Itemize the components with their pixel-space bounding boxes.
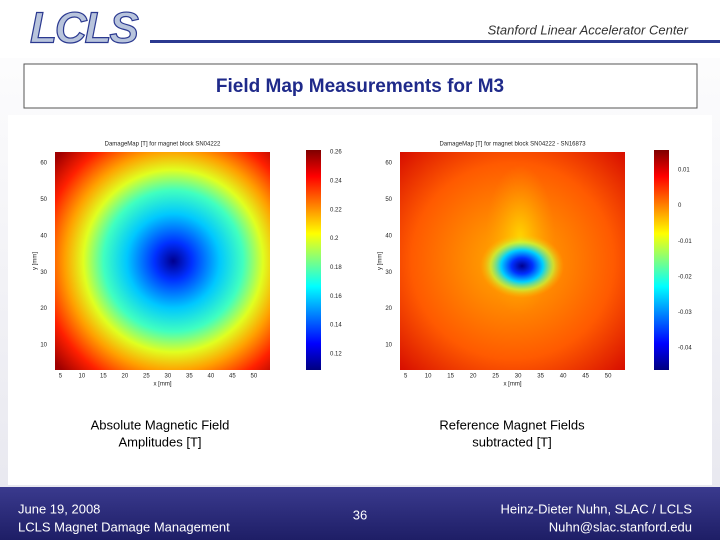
heatmap <box>55 152 270 370</box>
header-band <box>0 0 720 58</box>
x-tick-label: 35 <box>186 374 193 380</box>
x-tick-label: 30 <box>165 374 172 380</box>
footer-event: LCLS Magnet Damage Management <box>18 519 230 534</box>
title-box <box>23 63 698 109</box>
y-tick-label: 60 <box>40 161 47 167</box>
y-tick-label: 40 <box>385 233 392 239</box>
x-tick-label: 20 <box>122 374 129 380</box>
x-tick-label: 45 <box>582 374 589 380</box>
x-tick-label: 40 <box>560 374 567 380</box>
footer-author: Heinz-Dieter Nuhn, SLAC / LCLS <box>501 501 693 516</box>
footer-email: Nuhn@slac.stanford.edu <box>549 519 692 534</box>
y-tick-label: 50 <box>385 197 392 203</box>
y-tick-label: 20 <box>40 306 47 312</box>
colorbar-tick-label: 0.26 <box>330 150 342 156</box>
x-tick-label: 40 <box>208 374 215 380</box>
plot-title: DamageMap [T] for magnet block SN04222 -… <box>439 142 586 148</box>
x-tick-label: 20 <box>470 374 477 380</box>
x-tick-label: 5 <box>59 374 63 380</box>
y-tick-label: 20 <box>385 306 392 312</box>
y-axis-label: y [mm] <box>33 252 39 270</box>
colorbar-tick-label: 0 <box>678 203 682 209</box>
x-tick-label: 25 <box>143 374 150 380</box>
y-tick-label: 40 <box>40 233 47 239</box>
logo: LCLS <box>30 4 139 53</box>
y-tick-label: 30 <box>385 270 392 276</box>
footer-band <box>0 487 720 540</box>
x-tick-label: 50 <box>605 374 612 380</box>
page-number: 36 <box>353 507 367 522</box>
x-tick-label: 50 <box>251 374 258 380</box>
x-tick-label: 10 <box>79 374 86 380</box>
colorbar-tick-label: 0.22 <box>330 207 342 213</box>
y-tick-label: 10 <box>385 343 392 349</box>
colorbar-tick-label: 0.24 <box>330 178 342 184</box>
colorbar-tick-label: 0.18 <box>330 265 342 271</box>
colorbar-tick-label: 0.01 <box>678 168 690 174</box>
x-tick-label: 45 <box>229 374 236 380</box>
caption: subtracted [T] <box>472 434 551 449</box>
y-tick-label: 60 <box>385 161 392 167</box>
colorbar-tick-label: -0.01 <box>678 239 692 245</box>
plot-title: DamageMap [T] for magnet block SN04222 <box>105 142 221 148</box>
y-tick-label: 10 <box>40 343 47 349</box>
colorbar-tick-label: -0.04 <box>678 346 692 352</box>
x-tick-label: 15 <box>447 374 454 380</box>
footer-date: June 19, 2008 <box>18 501 100 516</box>
x-tick-label: 5 <box>404 374 408 380</box>
x-tick-label: 30 <box>515 374 522 380</box>
heatmap-feature <box>480 234 564 298</box>
x-axis-label: x [mm] <box>154 382 172 388</box>
y-tick-label: 50 <box>40 197 47 203</box>
header-rule <box>150 40 720 43</box>
x-tick-label: 35 <box>537 374 544 380</box>
colorbar-tick-label: -0.03 <box>678 310 692 316</box>
x-axis-label: x [mm] <box>504 382 522 388</box>
colorbar-tick-label: 0.14 <box>330 323 342 329</box>
caption: Amplitudes [T] <box>118 434 201 449</box>
colorbar-tick-label: -0.02 <box>678 274 692 280</box>
colorbar-tick-label: 0.2 <box>330 236 339 242</box>
y-tick-label: 30 <box>40 270 47 276</box>
x-tick-label: 15 <box>100 374 107 380</box>
y-axis-label: y [mm] <box>378 252 384 270</box>
colorbar-tick-label: 0.12 <box>330 352 342 358</box>
x-tick-label: 10 <box>425 374 432 380</box>
caption: Reference Magnet Fields <box>439 417 585 432</box>
x-tick-label: 25 <box>492 374 499 380</box>
colorbar <box>654 150 669 370</box>
slide-title: Field Map Measurements for M3 <box>216 76 504 97</box>
colorbar-tick-label: 0.16 <box>330 294 342 300</box>
organization: Stanford Linear Accelerator Center <box>488 22 689 37</box>
caption: Absolute Magnetic Field <box>91 417 230 432</box>
colorbar <box>306 150 321 370</box>
